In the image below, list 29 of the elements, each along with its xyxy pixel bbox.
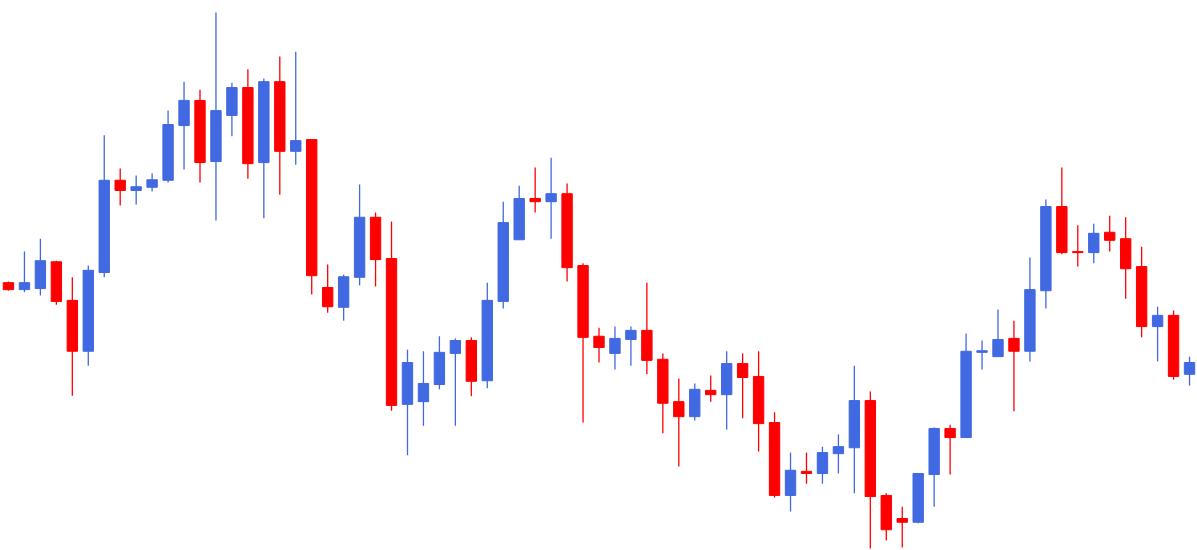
candlestick <box>130 174 142 206</box>
candlestick <box>593 327 605 364</box>
candlestick <box>1183 355 1196 387</box>
candlestick <box>18 250 31 293</box>
candlestick <box>1008 320 1020 412</box>
candlestick <box>545 157 557 240</box>
candlestick <box>832 433 845 475</box>
candlestick <box>800 451 813 485</box>
candlestick <box>146 172 158 193</box>
candlestick <box>529 166 541 214</box>
candlestick <box>736 352 749 419</box>
candlestick <box>609 325 621 371</box>
candlestick <box>321 263 334 314</box>
candlestick <box>1088 223 1100 265</box>
candlestick <box>976 339 988 371</box>
candlestick <box>673 377 685 468</box>
candlestick <box>816 446 829 485</box>
candlestick <box>114 167 126 207</box>
candlestick <box>1104 215 1116 253</box>
candlestick <box>896 506 908 549</box>
candlestick <box>1072 224 1084 268</box>
candlestick <box>417 350 430 427</box>
candlestick <box>1151 306 1164 363</box>
candlestick <box>705 374 717 403</box>
candlestick <box>290 50 302 166</box>
candlestick <box>625 325 637 367</box>
candlestick <box>944 424 956 476</box>
candlestick <box>449 337 462 427</box>
candlestick <box>992 308 1004 358</box>
